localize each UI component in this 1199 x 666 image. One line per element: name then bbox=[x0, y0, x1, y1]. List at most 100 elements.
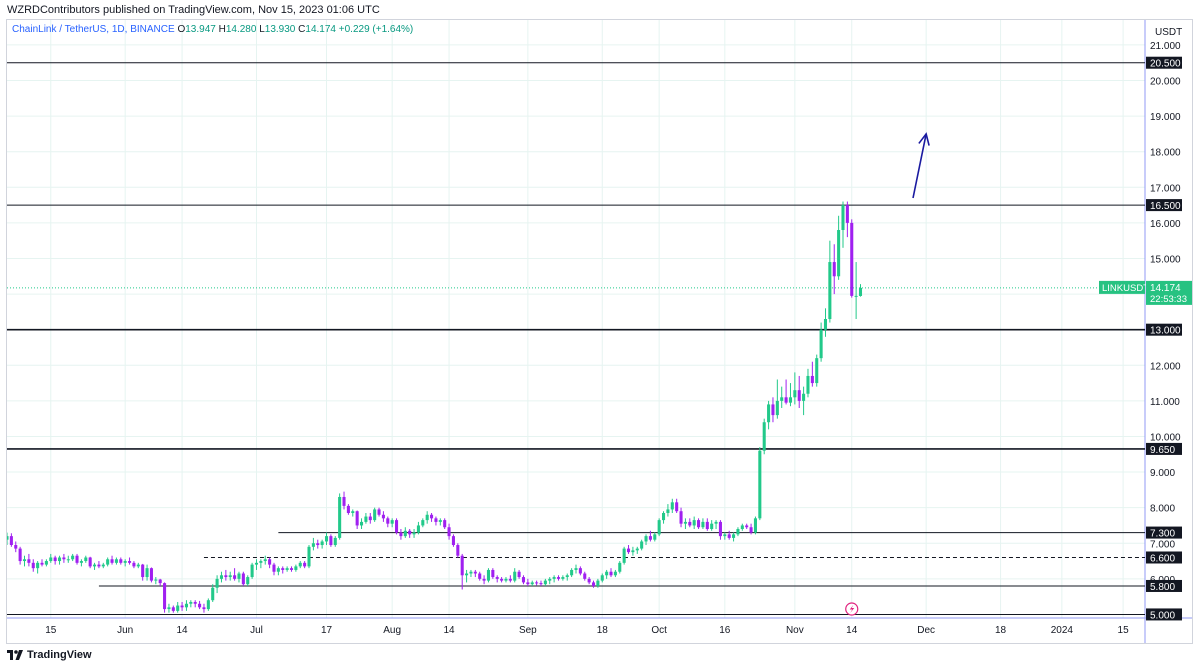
level-label-bg bbox=[1146, 608, 1182, 621]
candle-up bbox=[44, 561, 48, 565]
candle-up bbox=[93, 564, 97, 567]
candle-up bbox=[425, 514, 429, 521]
candle-down bbox=[675, 502, 679, 512]
candle-down bbox=[119, 559, 123, 563]
candle-down bbox=[386, 518, 390, 524]
candle-down bbox=[272, 564, 276, 572]
candle-up bbox=[635, 548, 639, 551]
candle-up bbox=[246, 577, 250, 585]
candle-down bbox=[447, 527, 451, 537]
chart-panel[interactable]: 5.0006.0007.0008.0009.00010.00011.00012.… bbox=[6, 19, 1193, 644]
price-tick-label: 15.000 bbox=[1150, 254, 1181, 265]
candle-down bbox=[158, 579, 162, 584]
ticker-badge-bg bbox=[1099, 280, 1145, 294]
candle-up bbox=[692, 520, 696, 526]
candle-down bbox=[587, 578, 591, 583]
candle-down bbox=[679, 511, 683, 524]
candle-down bbox=[508, 578, 512, 581]
candle-up bbox=[858, 287, 863, 296]
price-tick-label: 20.000 bbox=[1150, 77, 1181, 88]
candle-up bbox=[701, 521, 705, 528]
candle-down bbox=[316, 543, 320, 546]
candle-down bbox=[18, 548, 22, 562]
candle-up bbox=[403, 530, 407, 537]
candle-down bbox=[395, 520, 399, 533]
time-tick-label: 2024 bbox=[1051, 625, 1074, 636]
candle-up bbox=[36, 562, 40, 569]
candle-down bbox=[198, 603, 202, 608]
candle-down bbox=[718, 521, 722, 537]
candle-up bbox=[136, 564, 140, 567]
trend-arrow-shaft bbox=[912, 133, 927, 199]
candle-down bbox=[495, 577, 499, 579]
candle-up bbox=[819, 329, 823, 359]
candle-up bbox=[307, 546, 311, 567]
level-label-bg bbox=[1146, 442, 1182, 455]
candle-down bbox=[368, 516, 372, 521]
level-label: 9.650 bbox=[1150, 445, 1175, 456]
candle-up bbox=[250, 564, 254, 578]
candle-down bbox=[430, 514, 434, 519]
close-label: C bbox=[298, 24, 306, 35]
candle-up bbox=[486, 569, 490, 581]
candle-up bbox=[548, 578, 552, 581]
time-tick-label: 15 bbox=[1118, 625, 1130, 636]
candle-up bbox=[683, 521, 687, 524]
candle-down bbox=[408, 530, 412, 535]
candle-up bbox=[570, 569, 574, 576]
candle-up bbox=[657, 520, 661, 535]
candle-down bbox=[141, 564, 145, 578]
candle-up bbox=[285, 568, 289, 570]
candle-up bbox=[574, 568, 578, 570]
time-tick-label: Aug bbox=[383, 625, 401, 636]
candle-up bbox=[723, 534, 727, 537]
candle-down bbox=[342, 496, 346, 506]
candle-down bbox=[355, 511, 359, 526]
candle-down bbox=[9, 536, 13, 546]
candle-up bbox=[84, 557, 88, 562]
level-label-bg bbox=[1146, 526, 1182, 539]
candle-up bbox=[732, 534, 736, 538]
candle-down bbox=[727, 534, 731, 538]
candle-up bbox=[364, 516, 368, 522]
candle-up bbox=[758, 450, 762, 519]
level-label: 5.800 bbox=[1150, 582, 1175, 593]
candle-down bbox=[202, 607, 206, 610]
candle-up bbox=[294, 566, 298, 570]
price-badge-bg bbox=[1146, 280, 1192, 305]
candle-up bbox=[324, 536, 329, 542]
candle-down bbox=[521, 577, 526, 583]
candle-down bbox=[241, 573, 245, 585]
candle-down bbox=[451, 536, 455, 546]
candle-up bbox=[640, 541, 644, 549]
candle-up bbox=[666, 509, 670, 513]
tradingview-footer: TradingView bbox=[7, 648, 92, 662]
candle-down bbox=[377, 509, 381, 515]
candle-down bbox=[40, 562, 44, 565]
low-label: L bbox=[259, 24, 265, 35]
price-badge-value: 14.174 bbox=[1150, 283, 1181, 294]
candle-up bbox=[254, 562, 259, 565]
candlestick-chart[interactable]: 5.0006.0007.0008.0009.00010.00011.00012.… bbox=[7, 20, 1192, 643]
candle-up bbox=[644, 536, 648, 542]
ticker-badge-label: LINKUSDT bbox=[1102, 283, 1149, 294]
candle-up bbox=[57, 557, 62, 562]
level-label-bg bbox=[1146, 56, 1182, 69]
candle-up bbox=[215, 578, 219, 588]
candle-down bbox=[171, 607, 175, 611]
time-tick-label: Sep bbox=[519, 625, 537, 636]
candle-down bbox=[268, 559, 272, 565]
candle-down bbox=[443, 520, 447, 528]
candle-down bbox=[399, 532, 403, 537]
candle-down bbox=[578, 568, 582, 574]
candle-down bbox=[281, 568, 285, 570]
candle-up bbox=[359, 521, 364, 526]
candle-up bbox=[298, 562, 302, 567]
candle-up bbox=[631, 550, 635, 553]
candle-up bbox=[206, 600, 210, 610]
time-tick-label: Jul bbox=[250, 625, 263, 636]
candle-up bbox=[530, 582, 534, 585]
candle-down bbox=[797, 390, 801, 401]
time-tick-label: 16 bbox=[719, 625, 731, 636]
candle-up bbox=[767, 404, 771, 423]
